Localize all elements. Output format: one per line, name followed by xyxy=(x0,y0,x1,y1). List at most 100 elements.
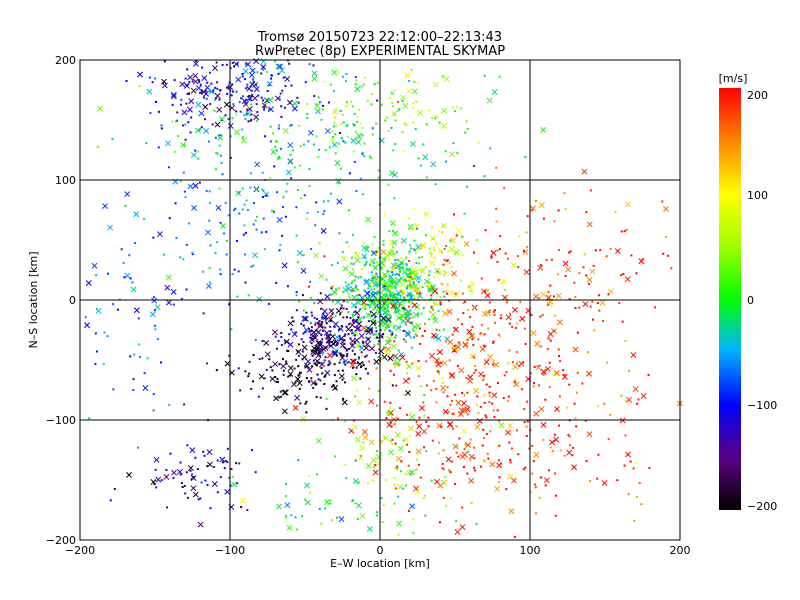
scatter-cross-point xyxy=(272,361,279,367)
scatter-dot-point xyxy=(461,292,464,295)
scatter-dot-point xyxy=(350,256,353,259)
scatter-dot-point xyxy=(369,282,372,285)
scatter-dot-point xyxy=(329,325,332,328)
scatter-dot-point xyxy=(537,384,540,387)
scatter-dot-point xyxy=(438,329,441,332)
scatter-cross-point xyxy=(463,241,470,248)
scatter-dot-point xyxy=(275,140,278,143)
scatter-cross-point xyxy=(402,310,409,316)
scatter-dot-point xyxy=(200,126,203,129)
scatter-dot-point xyxy=(374,316,377,319)
scatter-dot-point xyxy=(346,135,349,138)
scatter-cross-point xyxy=(586,276,593,283)
scatter-dot-point xyxy=(406,294,409,297)
scatter-dot-point xyxy=(235,90,238,93)
scatter-dot-point xyxy=(151,81,154,84)
scatter-cross-point xyxy=(269,375,276,382)
scatter-dot-point xyxy=(371,291,374,294)
scatter-dot-point xyxy=(368,155,371,158)
scatter-dot-point xyxy=(319,101,322,104)
scatter-dot-point xyxy=(231,61,234,64)
scatter-dot-point xyxy=(460,251,463,254)
scatter-dot-point xyxy=(417,359,420,362)
scatter-dot-point xyxy=(343,334,346,337)
scatter-dot-point xyxy=(547,290,550,293)
scatter-dot-point xyxy=(303,143,306,146)
scatter-cross-point xyxy=(187,74,194,81)
scatter-dot-point xyxy=(435,401,438,404)
scatter-cross-point xyxy=(340,255,347,262)
scatter-dot-point xyxy=(390,271,393,274)
scatter-dot-point xyxy=(596,301,599,304)
scatter-dot-point xyxy=(378,340,381,343)
scatter-dot-point xyxy=(495,207,498,210)
scatter-dot-point xyxy=(301,294,304,297)
scatter-dot-point xyxy=(451,106,454,109)
scatter-dot-point xyxy=(517,453,520,456)
scatter-dot-point xyxy=(137,446,140,449)
scatter-dot-point xyxy=(409,411,412,414)
scatter-dot-point xyxy=(497,279,500,282)
scatter-cross-point xyxy=(398,259,405,266)
scatter-dot-point xyxy=(180,297,183,300)
scatter-cross-point xyxy=(197,521,204,528)
scatter-dot-point xyxy=(473,446,476,449)
scatter-dot-point xyxy=(410,68,413,71)
scatter-dot-point xyxy=(301,358,304,361)
scatter-dot-point xyxy=(431,439,434,442)
scatter-dot-point xyxy=(408,450,411,453)
scatter-cross-point xyxy=(530,330,537,337)
scatter-dot-point xyxy=(446,395,449,398)
scatter-dot-point xyxy=(548,386,551,389)
scatter-cross-point xyxy=(124,272,131,279)
scatter-cross-point xyxy=(241,137,247,144)
scatter-dot-point xyxy=(355,373,358,376)
scatter-dot-point xyxy=(370,103,373,106)
scatter-dot-point xyxy=(171,120,174,123)
scatter-dot-point xyxy=(427,425,430,428)
colorbar-ticks: 200 100 0 −100 −200 xyxy=(747,89,777,513)
scatter-dot-point xyxy=(252,353,255,356)
scatter-cross-point xyxy=(331,141,338,148)
scatter-dot-point xyxy=(490,256,493,259)
scatter-dot-point xyxy=(394,273,397,276)
scatter-dot-point xyxy=(392,250,395,253)
scatter-cross-point xyxy=(256,296,263,303)
scatter-cross-point xyxy=(370,292,377,299)
scatter-cross-point xyxy=(85,280,92,287)
scatter-dot-point xyxy=(405,280,408,283)
scatter-dot-point xyxy=(280,336,283,339)
scatter-cross-point xyxy=(571,464,578,471)
scatter-dot-point xyxy=(476,262,479,265)
scatter-cross-point xyxy=(342,358,349,365)
scatter-dot-point xyxy=(335,380,338,383)
scatter-dot-point xyxy=(168,217,171,220)
scatter-dot-point xyxy=(342,300,345,303)
scatter-dot-point xyxy=(377,356,380,359)
scatter-cross-point xyxy=(354,257,361,264)
scatter-dot-point xyxy=(325,322,328,325)
scatter-dot-point xyxy=(345,105,348,108)
scatter-dot-point xyxy=(548,469,551,472)
scatter-dot-point xyxy=(290,514,293,517)
scatter-dot-point xyxy=(262,68,265,71)
scatter-dot-point xyxy=(534,483,537,486)
scatter-dot-point xyxy=(339,352,342,355)
scatter-cross-point xyxy=(321,308,328,315)
scatter-dot-point xyxy=(391,292,394,295)
scatter-dot-point xyxy=(236,62,239,65)
scatter-cross-point xyxy=(349,362,356,369)
scatter-cross-point xyxy=(356,399,363,406)
scatter-cross-point xyxy=(455,227,462,234)
scatter-dot-point xyxy=(483,175,486,178)
scatter-cross-point xyxy=(350,286,357,293)
scatter-dot-point xyxy=(359,122,362,125)
scatter-dot-point xyxy=(624,434,627,437)
scatter-dot-point xyxy=(215,369,218,372)
scatter-dot-point xyxy=(397,293,400,296)
scatter-dot-point xyxy=(393,423,396,426)
scatter-cross-point xyxy=(364,341,371,348)
scatter-dot-point xyxy=(623,230,626,233)
scatter-dot-point xyxy=(320,522,323,525)
scatter-dot-point xyxy=(355,286,358,289)
